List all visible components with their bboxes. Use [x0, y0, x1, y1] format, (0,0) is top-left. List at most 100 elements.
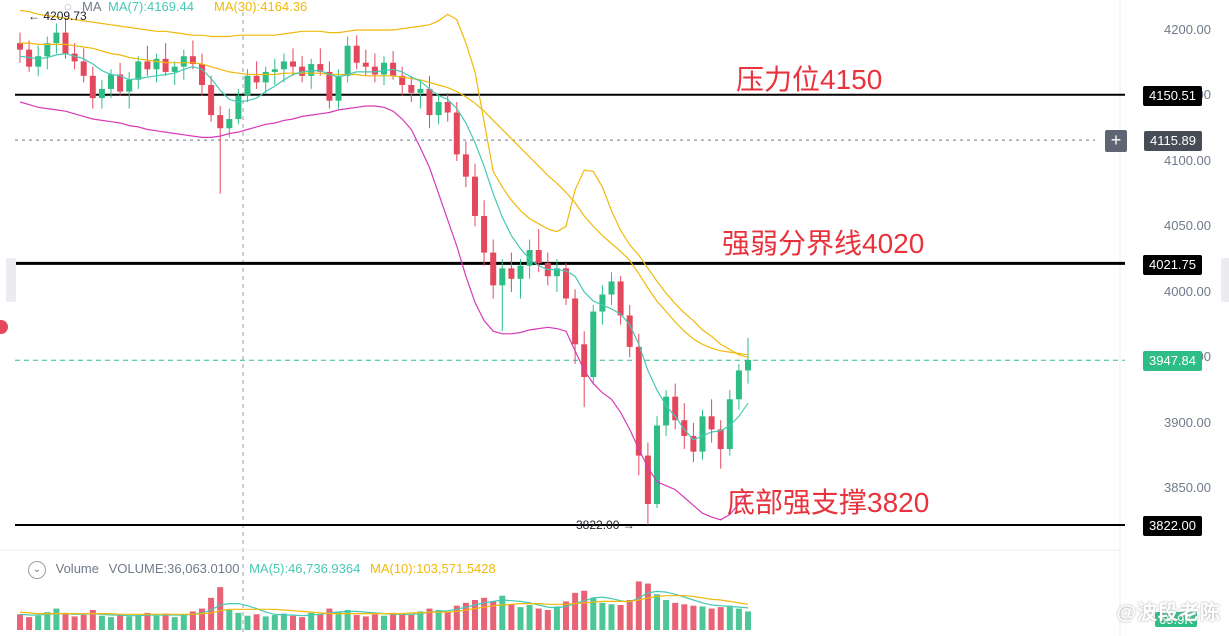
candle-body — [435, 102, 442, 116]
candle-body — [508, 268, 515, 279]
candle-body — [71, 53, 78, 62]
candle-body — [262, 71, 269, 83]
low-marker: 3822.00 → — [576, 518, 635, 532]
alert-dot-icon[interactable] — [0, 320, 8, 334]
support-annotation: 底部强支撑3820 — [727, 487, 930, 518]
volume-bar — [226, 610, 233, 630]
candle-body — [271, 69, 278, 72]
volume-bar — [62, 612, 69, 630]
volume-bar — [735, 608, 742, 630]
price-tag-crosshair: 4115.89 — [1143, 131, 1202, 151]
volume-bar — [53, 608, 60, 630]
ma7-line — [19, 52, 749, 441]
volume-bar — [663, 600, 670, 630]
candle-body — [80, 61, 87, 76]
volume-bar — [44, 612, 51, 630]
ma30-value: MA(30):4164.36 — [214, 0, 308, 14]
volume-bar — [544, 610, 551, 630]
volume-bar — [608, 604, 615, 630]
ma-indicator-label[interactable]: MA — [82, 0, 102, 14]
candle-body — [481, 215, 488, 253]
price-axis-tick: 4100.00 — [1164, 152, 1211, 168]
volume-bar — [708, 608, 715, 630]
volume-bar — [162, 613, 169, 630]
price-axis-tick: 3900.00 — [1164, 414, 1211, 430]
candle-body — [717, 429, 724, 450]
volume-bar — [481, 597, 488, 630]
candle-body — [135, 61, 142, 80]
volume-bar — [208, 597, 215, 630]
volume-bar — [108, 617, 114, 630]
volume-bar — [535, 608, 542, 630]
candle-body — [690, 435, 697, 452]
crosshair-add-button[interactable]: + — [1105, 130, 1127, 152]
volume-bar — [362, 616, 369, 630]
candle-body — [681, 420, 688, 436]
volume-ma10-line — [19, 595, 749, 615]
volume-bar — [654, 594, 660, 630]
candle-body — [453, 112, 460, 155]
candle-body — [371, 66, 378, 75]
volume-bar — [280, 613, 287, 630]
candle-body — [699, 416, 706, 452]
bollinger-lower-line — [19, 101, 749, 521]
price-axis-tick: 4050.00 — [1164, 218, 1211, 234]
volume-bar — [408, 615, 415, 630]
bollinger-upper-line — [19, 9, 749, 358]
volume-bar — [80, 615, 87, 630]
candle-body — [590, 311, 597, 378]
candle-body — [153, 58, 160, 70]
candle-body — [53, 32, 60, 44]
candle-body — [663, 396, 670, 426]
volume-bar — [135, 615, 142, 630]
volume-bar — [563, 601, 569, 630]
right-scroll-handle[interactable] — [1221, 258, 1229, 302]
candle-body — [17, 43, 23, 50]
ma-indicator-icon[interactable]: ◌ — [64, 0, 72, 14]
candle-body — [280, 61, 287, 70]
candle-body — [26, 49, 33, 67]
candle-body — [199, 64, 205, 85]
volume-bar — [153, 615, 160, 630]
divider-annotation: 强弱分界线4020 — [722, 228, 925, 259]
volume-bar — [180, 614, 187, 630]
volume-bar — [317, 614, 324, 630]
volume-bar — [626, 600, 633, 630]
candle-body — [326, 71, 333, 101]
volume-bar — [672, 602, 679, 630]
volume-bar — [244, 615, 251, 630]
volume-bar — [262, 616, 269, 630]
volume-bar — [690, 605, 697, 630]
candle-body — [344, 45, 351, 76]
volume-bar — [89, 610, 96, 630]
collapse-icon[interactable]: ⌄ — [28, 561, 46, 579]
resistance-annotation: 压力位4150 — [736, 64, 883, 95]
price-tag-current: 3947.84 — [1143, 351, 1202, 371]
candle-body — [226, 119, 233, 129]
volume-bar — [726, 605, 733, 630]
volume-bar — [508, 604, 515, 630]
candle-body — [308, 64, 315, 76]
volume-bar — [253, 614, 260, 630]
candle-body — [235, 95, 242, 120]
candle-body — [108, 74, 114, 89]
volume-bar — [117, 614, 124, 630]
left-scroll-handle[interactable] — [6, 258, 16, 302]
candle-body — [299, 66, 306, 76]
candle-body — [144, 61, 151, 70]
candle-body — [35, 56, 42, 67]
candle-body — [526, 250, 533, 266]
candle-body — [335, 75, 342, 101]
candle-body — [353, 45, 360, 63]
candle-body — [572, 298, 579, 345]
candle-body — [563, 268, 569, 299]
candle-body — [217, 115, 224, 129]
candle-body — [462, 154, 469, 177]
volume-ma10: MA(10):103,571.5428 — [369, 561, 496, 577]
volume-bar — [390, 612, 397, 630]
price-tag-support: 3822.00 — [1143, 516, 1202, 536]
candle-body — [617, 281, 624, 316]
candle-body — [726, 399, 733, 450]
volume-bar — [144, 612, 151, 630]
